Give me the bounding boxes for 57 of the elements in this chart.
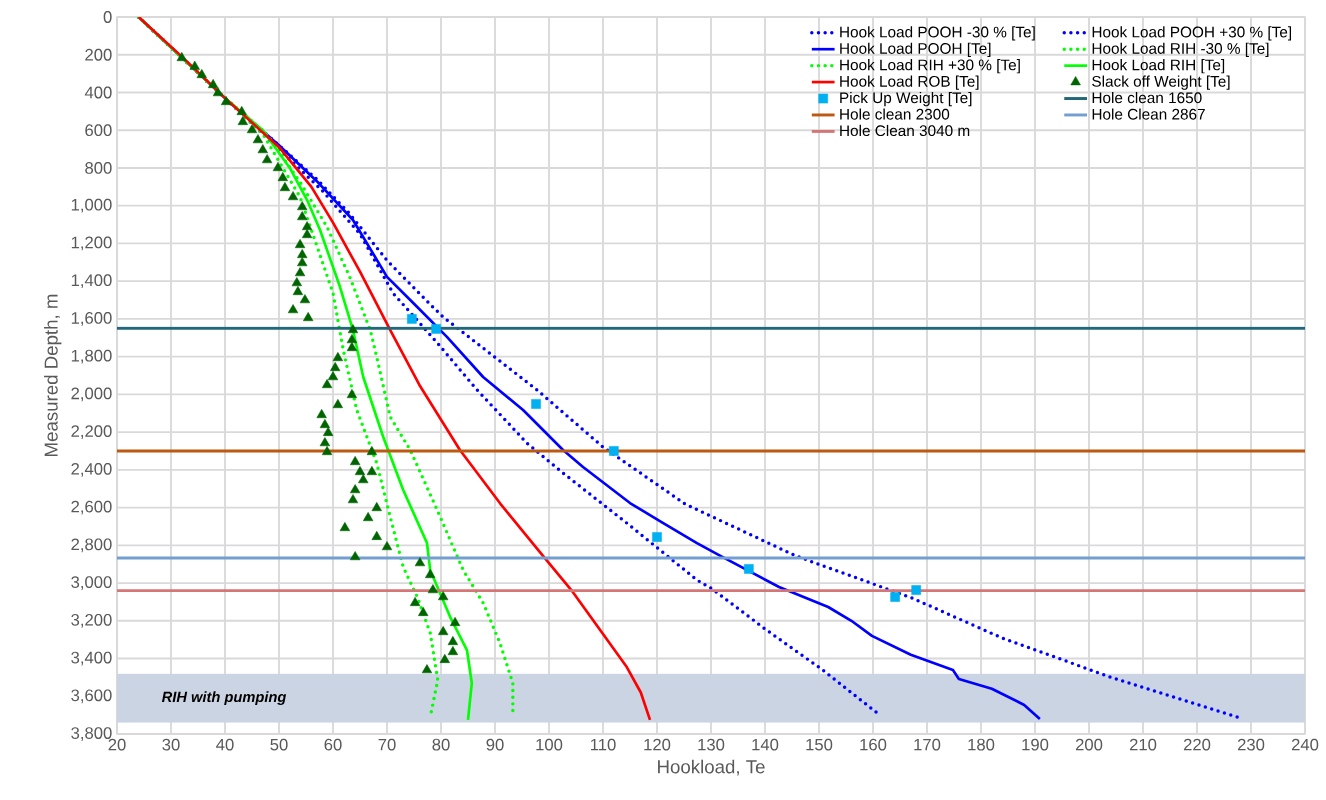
legend-label: Hook Load RIH +30 % [Te] <box>840 59 1020 74</box>
y-tick-label: 1,400 <box>71 274 112 289</box>
legend-label: Hook Load ROB [Te] <box>840 75 979 90</box>
x-tick-label: 130 <box>698 738 725 751</box>
x-tick-label: 70 <box>378 738 396 751</box>
y-tick-label: 3,400 <box>71 651 112 666</box>
y-tick-label: 1,800 <box>71 349 112 364</box>
y-tick-label: 1,600 <box>71 312 112 326</box>
y-tick-label: 400 <box>84 86 112 99</box>
legend-label: Hole clean 1650 <box>1092 91 1202 104</box>
x-tick-label: 200 <box>1075 738 1103 751</box>
y-tick-label: 2,200 <box>71 425 112 439</box>
y-tick-label: 1,000 <box>71 198 112 213</box>
y-tick-label: 3,200 <box>71 613 112 628</box>
legend-label: Hole Clean 2867 <box>1092 108 1205 120</box>
y-tick-label: 600 <box>85 124 112 137</box>
x-tick-label: 30 <box>162 738 180 751</box>
x-tick-label: 180 <box>968 738 995 751</box>
y-tick-label: 3,600 <box>71 689 112 704</box>
y-tick-label: 2,800 <box>71 538 112 553</box>
y-tick-label: 200 <box>85 48 112 61</box>
x-tick-label: 120 <box>644 738 671 751</box>
legend-label: Hole Clean 3040 m <box>840 124 970 137</box>
x-tick-label: 220 <box>1183 738 1211 751</box>
x-tick-label: 240 <box>1291 738 1319 751</box>
x-tick-label: 60 <box>324 738 342 751</box>
x-tick-label: 230 <box>1237 738 1265 751</box>
x-tick-label: 90 <box>486 738 504 751</box>
x-axis-title: Hookload, Te <box>658 759 765 776</box>
x-tick-label: 210 <box>1129 738 1157 751</box>
band-label: RIH with pumping <box>161 691 287 705</box>
legend-label: Pick Up Weight [Te] <box>840 91 972 107</box>
y-tick-label: 2,600 <box>71 500 112 515</box>
y-tick-label: 2,000 <box>71 387 112 402</box>
legend-label: Hook Load RIH [Te] <box>1092 59 1225 74</box>
y-tick-label: 3,000 <box>71 576 112 590</box>
legend-label: Hook Load POOH +30 % [Te] <box>1092 26 1292 41</box>
legend-label: Hole clean 2300 <box>840 108 950 120</box>
x-tick-label: 40 <box>216 738 234 751</box>
y-tick-label: 800 <box>85 162 112 174</box>
legend-label: Hook Load POOH -30 % [Te] <box>840 26 1035 41</box>
y-tick-label: 0 <box>103 11 112 23</box>
x-tick-label: 140 <box>752 738 779 751</box>
x-tick-label: 170 <box>914 738 941 751</box>
x-tick-label: 150 <box>806 738 833 751</box>
x-tick-label: 50 <box>270 738 288 751</box>
y-tick-label: 1,200 <box>71 236 112 251</box>
legend-label: Hook Load RIH -30 % [Te] <box>1092 42 1269 57</box>
legend-label: Slack off Weight [Te] <box>1092 75 1230 90</box>
x-tick-label: 160 <box>860 738 887 751</box>
y-axis-title: Measured Depth, m <box>44 294 62 456</box>
x-tick-label: 80 <box>432 738 450 751</box>
x-tick-label: 110 <box>591 738 616 751</box>
y-tick-label: 2,400 <box>71 462 112 477</box>
x-tick-label: 190 <box>1022 738 1049 751</box>
x-tick-label: 100 <box>536 738 563 751</box>
legend-label: Hook Load POOH [Te] <box>840 42 991 57</box>
